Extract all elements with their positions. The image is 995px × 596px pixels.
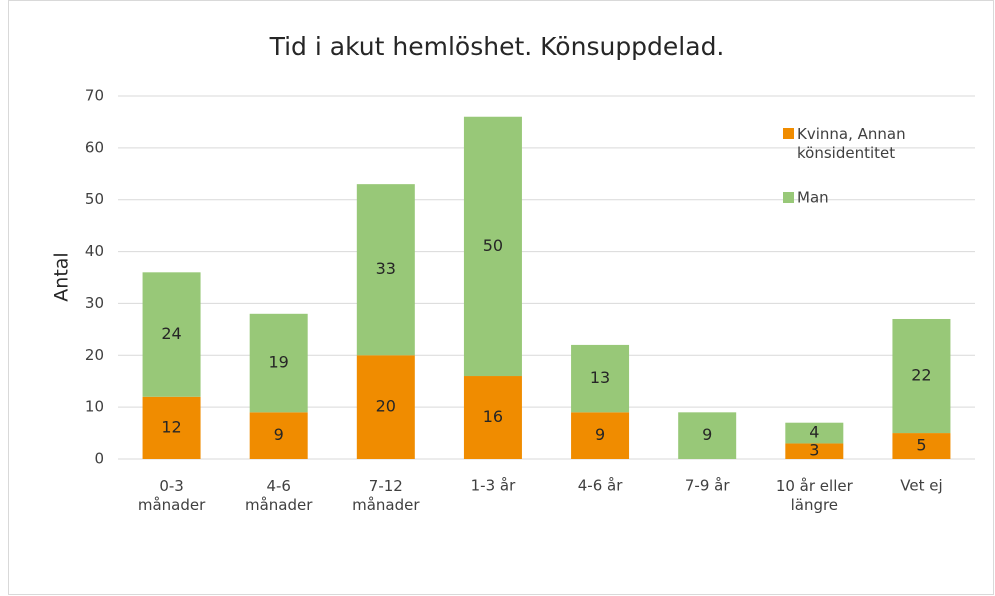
bar-segment <box>785 422 844 444</box>
y-axis-title: Antal <box>51 252 73 301</box>
data-label: 19 <box>269 353 289 372</box>
x-tick-label: 4-6 år <box>578 477 623 495</box>
chart-title: Tid i akut hemlöshet. Könsuppdelad. <box>269 32 725 61</box>
x-tick-label: 1-3 år <box>471 477 516 495</box>
bar-segment <box>892 433 951 459</box>
data-label: 3 <box>809 441 819 460</box>
data-label: 12 <box>161 417 181 436</box>
bar-segment <box>142 396 201 459</box>
bar-segment <box>571 344 630 413</box>
data-label: 4 <box>809 423 819 442</box>
data-label: 5 <box>916 436 926 455</box>
data-label: 16 <box>483 407 503 426</box>
bar-segment <box>892 318 951 434</box>
x-tick-label: 10 år eller längre <box>776 477 854 514</box>
y-tick-label: 30 <box>85 294 104 312</box>
y-tick-label: 10 <box>85 398 104 416</box>
legend-swatch <box>783 192 794 203</box>
data-label: 33 <box>376 259 396 278</box>
x-tick-label: 0-3 månader <box>138 477 206 514</box>
bar-segment <box>785 443 844 459</box>
bar-segment <box>249 412 308 459</box>
x-tick-label: Vet ej <box>900 477 942 495</box>
data-label: 50 <box>483 236 503 255</box>
bar-segment <box>356 355 415 459</box>
data-label: 13 <box>590 368 610 387</box>
bar-segment <box>463 116 522 377</box>
legend-swatch <box>783 128 794 139</box>
bar-segment <box>571 412 630 459</box>
bar-segment <box>249 313 308 413</box>
data-label: 24 <box>161 324 181 343</box>
x-tick-label: 7-9 år <box>685 477 730 495</box>
data-label: 9 <box>595 425 605 444</box>
bar-segment <box>678 412 737 459</box>
x-tick-label: 4-6 månader <box>245 477 313 514</box>
y-tick-label: 70 <box>85 87 104 105</box>
y-tick-label: 20 <box>85 346 104 364</box>
bar-segment <box>142 272 201 397</box>
y-tick-label: 50 <box>85 190 104 208</box>
data-label: 22 <box>911 366 931 385</box>
data-label: 20 <box>376 397 396 416</box>
y-tick-label: 40 <box>85 242 104 260</box>
legend-label: Man <box>797 189 829 207</box>
bar-segment <box>356 184 415 356</box>
bar-segment <box>463 376 522 459</box>
y-tick-label: 60 <box>85 138 104 156</box>
y-tick-label: 0 <box>94 450 104 468</box>
data-label: 9 <box>702 425 712 444</box>
legend-label: Kvinna, Annan könsidentitet <box>797 125 906 162</box>
data-label: 9 <box>274 425 284 444</box>
x-tick-label: 7-12 månader <box>352 477 420 514</box>
